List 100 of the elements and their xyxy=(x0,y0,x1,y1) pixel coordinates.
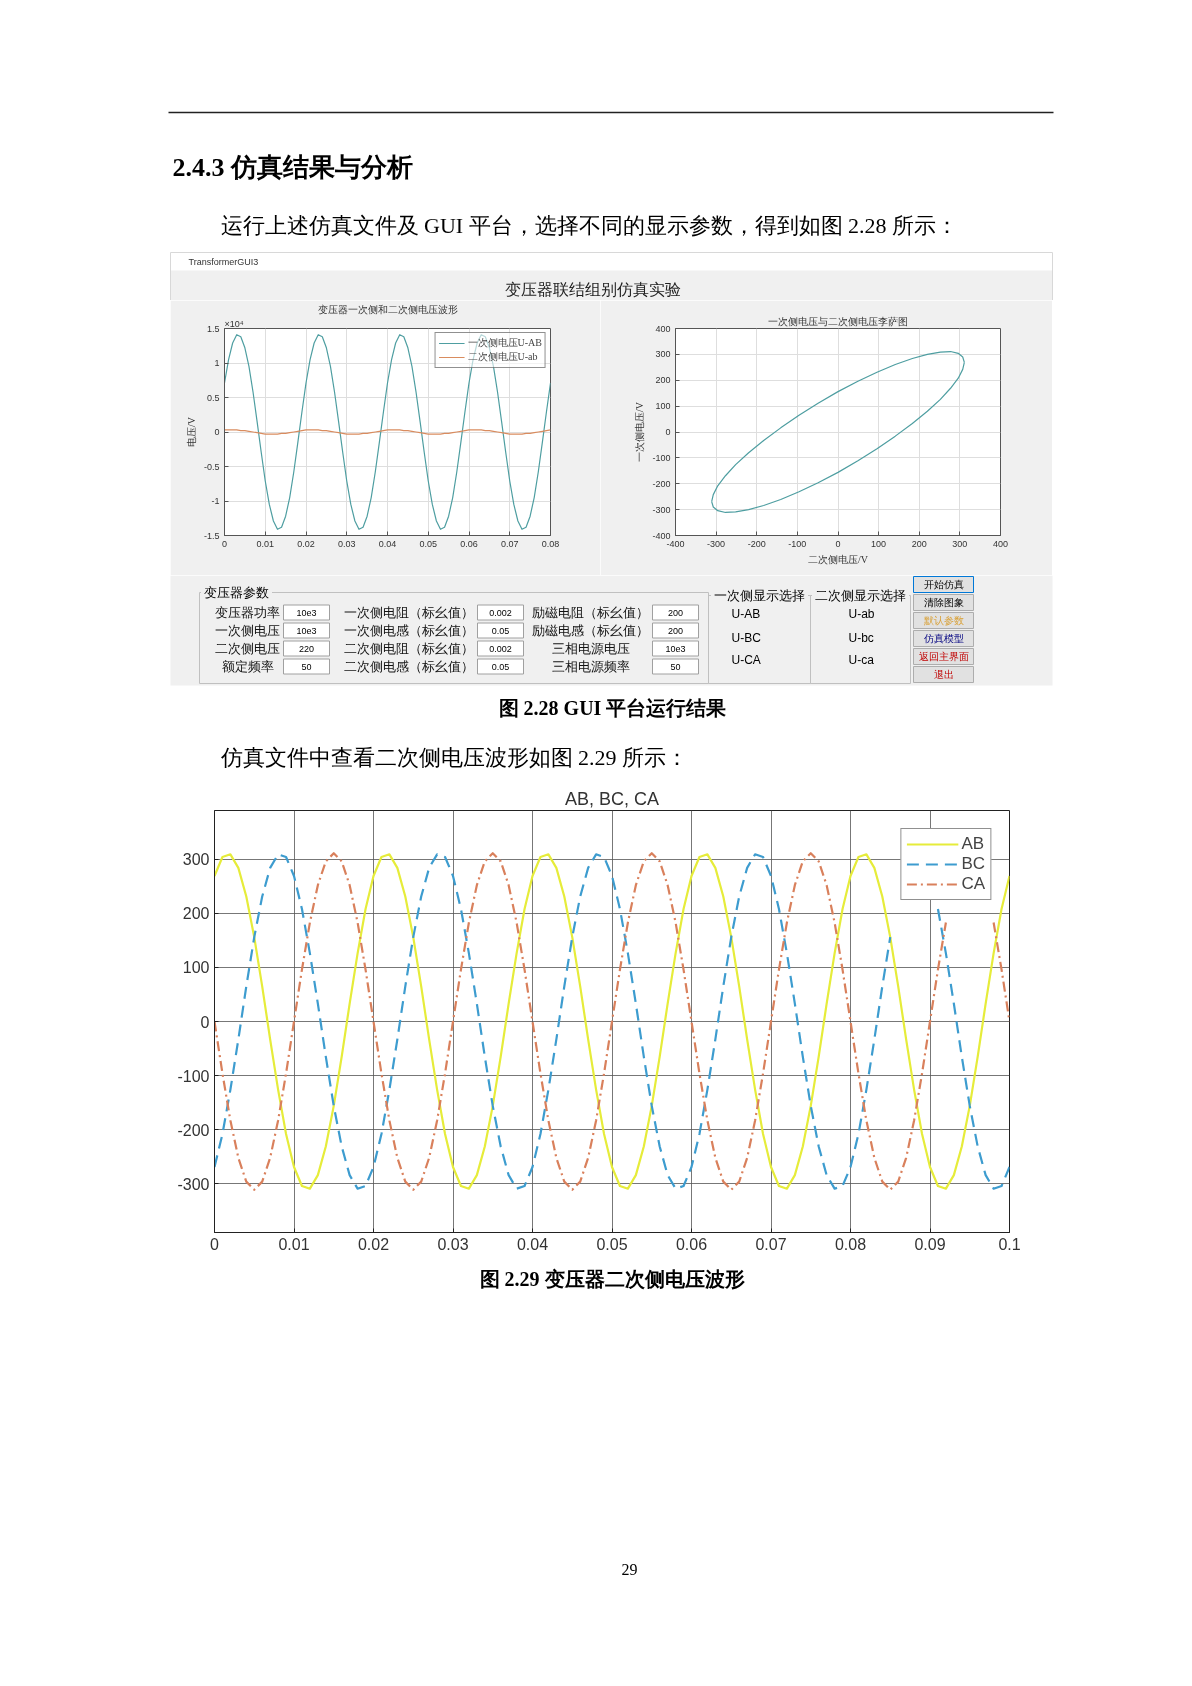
x-tick-label: 300 xyxy=(952,538,968,549)
chart-title: AB, BC, CA xyxy=(564,789,660,809)
x-tick-label: 0 xyxy=(835,538,841,549)
text: ×10⁴ xyxy=(224,318,244,329)
y-axis-title: 电压/V xyxy=(185,416,197,447)
text: 三相电源电压 xyxy=(551,641,630,656)
text: 变压器参数 xyxy=(204,585,269,600)
x-tick-label: 0.01 xyxy=(278,1235,310,1253)
x-tick-label: 0.06 xyxy=(675,1235,708,1253)
x-tick-label: 0.04 xyxy=(516,1235,549,1253)
x-tick-label: -200 xyxy=(747,538,766,549)
y-tick-label: -400 xyxy=(652,530,671,541)
text: 运行上述仿真文件及 GUI 平台，选择不同的显示参数，得到如图 2.28 所示： xyxy=(220,213,959,238)
chart-title: 变压器一次侧和二次侧电压波形 xyxy=(317,304,458,315)
text: 0.05 xyxy=(491,625,510,636)
text: 二次侧电压 xyxy=(215,641,280,656)
x-tick-label: 0.01 xyxy=(256,538,275,549)
x-tick-label: 0.03 xyxy=(437,1235,469,1253)
text: 仿真模型 xyxy=(922,633,964,644)
x-tick-label: 0.02 xyxy=(297,538,315,549)
text: U-BC xyxy=(731,630,762,645)
legend-label: CA xyxy=(961,874,985,894)
text: 变压器联结组别仿真实验 xyxy=(504,281,681,298)
x-tick-label: 200 xyxy=(911,538,927,549)
text: 10e3 xyxy=(665,643,686,654)
x-tick-label: 0.05 xyxy=(596,1235,628,1253)
text: 清除图象 xyxy=(923,597,964,608)
text: 返回主界面 xyxy=(918,651,969,662)
x-tick-label: 100 xyxy=(871,538,887,549)
x-tick-label: 0.03 xyxy=(337,538,356,549)
y-tick-label: 300 xyxy=(655,349,671,360)
text: 50 xyxy=(301,661,312,672)
y-tick-label: 200 xyxy=(182,905,210,923)
text: 二次侧电阻（标幺值） xyxy=(343,641,474,656)
text: 二次侧电感（标幺值） xyxy=(343,659,474,674)
legend-label: BC xyxy=(961,854,985,874)
y-tick-label: 0.5 xyxy=(206,392,220,403)
text: 10e3 xyxy=(296,625,317,636)
x-tick-label: -400 xyxy=(666,538,685,549)
y-tick-label: 1.5 xyxy=(206,323,220,334)
legend-label: 二次侧电压U-ab xyxy=(467,350,538,364)
x-tick-label: 0.02 xyxy=(357,1235,390,1253)
x-tick-label: -100 xyxy=(788,538,807,549)
text: 三相电源频率 xyxy=(551,659,630,674)
text: U-CA xyxy=(731,652,761,667)
y-tick-label: 1 xyxy=(214,358,220,368)
y-axis-title: 一次侧电压/V xyxy=(634,401,646,462)
x-tick-label: 0.1 xyxy=(998,1235,1021,1253)
y-tick-label: 0 xyxy=(214,427,220,437)
x-tick-label: 0.05 xyxy=(419,538,438,549)
x-tick-label: 0.08 xyxy=(541,538,560,549)
x-tick-label: -300 xyxy=(707,538,726,549)
y-tick-label: -300 xyxy=(652,504,671,515)
text: 励磁电阻（标幺值） xyxy=(532,605,649,620)
text: 50 xyxy=(670,661,681,672)
chart-title: 一次侧电压与二次侧电压李萨图 xyxy=(768,316,908,327)
text: 励磁电感（标幺值） xyxy=(532,623,649,638)
text: 0.002 xyxy=(489,643,512,654)
text: 默认参数 xyxy=(922,615,964,626)
y-tick-label: -1.5 xyxy=(203,530,220,541)
x-tick-label: 0.09 xyxy=(914,1235,946,1253)
y-tick-label: -200 xyxy=(177,1121,210,1139)
y-tick-label: 300 xyxy=(182,851,210,869)
x-tick-label: 0.07 xyxy=(500,538,519,549)
text: 10e3 xyxy=(296,607,317,618)
y-tick-label: -200 xyxy=(652,478,671,489)
text: 一次侧电阻（标幺值） xyxy=(343,605,474,620)
x-tick-label: 0.08 xyxy=(834,1235,867,1253)
text: 变压器功率 xyxy=(215,605,280,620)
y-tick-label: 400 xyxy=(655,323,671,334)
text: 一次侧电感（标幺值） xyxy=(343,623,474,638)
text: U-ca xyxy=(848,652,875,667)
text: U-ab xyxy=(848,606,875,621)
y-tick-label: 100 xyxy=(655,401,671,412)
text: 二次侧显示选择 xyxy=(815,588,906,603)
y-tick-label: -100 xyxy=(177,1067,210,1085)
text: 200 xyxy=(667,625,684,636)
y-tick-label: 0 xyxy=(200,1013,210,1031)
caption: 图 2.29 变压器二次侧电压波形 xyxy=(479,1267,745,1290)
caption: 图 2.28 GUI 平台运行结果 xyxy=(498,696,728,719)
legend-label: AB xyxy=(961,834,985,854)
x-axis-title: 二次侧电压/V xyxy=(808,553,869,565)
y-tick-label: -300 xyxy=(177,1175,210,1193)
text: 一次侧显示选择 xyxy=(714,588,805,603)
text: 额定频率 xyxy=(221,659,274,674)
legend-label: 一次侧电压U-AB xyxy=(467,336,542,350)
text: 一次侧电压 xyxy=(215,623,280,638)
x-tick-label: 0 xyxy=(222,538,228,549)
text: U-AB xyxy=(731,606,761,621)
text: U-bc xyxy=(848,630,874,645)
y-tick-label: 200 xyxy=(655,375,671,386)
y-tick-label: 0 xyxy=(665,427,671,437)
y-tick-label: -1 xyxy=(211,496,220,506)
x-tick-label: 0.06 xyxy=(460,538,478,549)
text: 退出 xyxy=(933,669,954,680)
text: 200 xyxy=(667,607,684,618)
y-tick-label: -0.5 xyxy=(203,461,220,472)
text: TransformerGUI3 xyxy=(188,256,259,267)
y-tick-label: -100 xyxy=(652,452,671,463)
text: 2.4.3 仿真结果与分析 xyxy=(172,153,413,182)
